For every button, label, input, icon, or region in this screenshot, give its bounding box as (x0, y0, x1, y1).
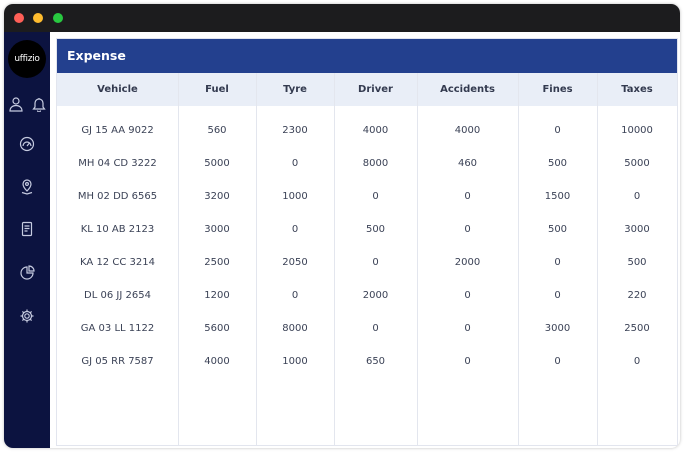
cell-fines: 0 (554, 356, 561, 367)
gauge-icon[interactable] (19, 136, 35, 152)
cell-vehicle: KA 12 CC 3214 (80, 257, 155, 268)
cell-vehicle: KL 10 AB 2123 (80, 224, 155, 235)
cell-vehicle: MH 04 CD 3222 (78, 158, 157, 169)
cell-vehicle: GJ 15 AA 9022 (81, 125, 154, 136)
cell-fines: 500 (547, 158, 568, 169)
column-divider (334, 73, 335, 445)
cell-driver: 0 (372, 257, 379, 268)
cell-driver: 0 (372, 323, 379, 334)
column-header-taxes[interactable]: Taxes (621, 84, 653, 95)
title-bar (4, 4, 680, 32)
cell-accidents: 0 (464, 191, 471, 202)
column-header-driver[interactable]: Driver (358, 84, 393, 95)
cell-fines: 0 (554, 257, 561, 268)
minimize-window-button[interactable] (33, 13, 43, 23)
cell-fuel: 1200 (204, 290, 230, 301)
cell-taxes: 0 (633, 191, 641, 202)
column-divider (178, 73, 179, 445)
cell-driver: 0 (372, 191, 379, 202)
cell-vehicle: MH 02 DD 6565 (77, 191, 158, 202)
column-header-accidents[interactable]: Accidents (440, 84, 495, 95)
column-header-fuel[interactable]: Fuel (205, 84, 229, 95)
cell-accidents: 0 (464, 290, 471, 301)
cell-fines: 0 (554, 290, 561, 301)
cell-driver: 4000 (362, 125, 389, 136)
cell-vehicle: DL 06 JJ 2654 (84, 290, 151, 301)
cell-fuel: 560 (207, 125, 227, 136)
cell-driver: 500 (365, 224, 386, 235)
cell-fuel: 4000 (204, 356, 230, 367)
cell-driver: 2000 (362, 290, 389, 301)
cell-tyre: 1000 (282, 356, 308, 367)
cell-fines: 3000 (544, 323, 571, 334)
cell-taxes: 220 (627, 290, 647, 301)
cell-taxes: 3000 (624, 224, 650, 235)
cell-driver: 650 (365, 356, 386, 367)
column-header-fines[interactable]: Fines (542, 84, 573, 95)
cell-fuel: 5600 (204, 323, 230, 334)
cell-fuel: 3000 (204, 224, 230, 235)
cell-fines: 0 (554, 125, 561, 136)
cell-fuel: 2500 (204, 257, 230, 268)
bell-icon[interactable] (31, 96, 47, 112)
document-icon[interactable] (19, 221, 35, 237)
cell-taxes: 5000 (624, 158, 650, 169)
app-window: uffizio (4, 4, 680, 448)
cell-vehicle: GJ 05 RR 7587 (81, 356, 154, 367)
cell-tyre: 2050 (282, 257, 308, 268)
cell-taxes: 2500 (624, 323, 650, 334)
column-header-tyre[interactable]: Tyre (283, 84, 307, 95)
cell-accidents: 4000 (454, 125, 481, 136)
cell-taxes: 500 (627, 257, 647, 268)
cell-vehicle: GA 03 LL 1122 (80, 323, 155, 334)
sidebar: uffizio (4, 32, 50, 448)
cell-fuel: 5000 (204, 158, 230, 169)
column-divider (518, 73, 519, 445)
user-icon[interactable] (8, 96, 24, 112)
cell-tyre: 0 (291, 158, 299, 169)
logo[interactable]: uffizio (8, 40, 46, 78)
gear-icon[interactable] (19, 308, 35, 324)
cell-accidents: 0 (464, 323, 471, 334)
cell-tyre: 0 (291, 290, 299, 301)
cell-taxes: 10000 (621, 125, 653, 136)
cell-accidents: 2000 (454, 257, 481, 268)
cell-tyre: 0 (291, 224, 299, 235)
cell-fuel: 3200 (204, 191, 230, 202)
location-pin-icon[interactable] (19, 179, 35, 195)
cell-fines: 500 (547, 224, 568, 235)
expense-panel: Expense Vehicle Fuel Tyre Driver Accidents Fi… (56, 38, 678, 446)
close-window-button[interactable] (14, 13, 24, 23)
column-divider (417, 73, 418, 445)
column-divider (256, 73, 257, 445)
cell-accidents: 460 (457, 158, 478, 169)
cell-fines: 1500 (544, 191, 571, 202)
cell-taxes: 0 (633, 356, 641, 367)
cell-tyre: 2300 (282, 125, 308, 136)
cell-tyre: 8000 (282, 323, 308, 334)
panel-title: Expense (57, 39, 677, 73)
cell-tyre: 1000 (282, 191, 308, 202)
cell-driver: 8000 (362, 158, 389, 169)
cell-accidents: 0 (464, 224, 471, 235)
table-header: Vehicle Fuel Tyre Driver Accidents Fines Taxes (57, 73, 677, 106)
pie-chart-icon[interactable] (19, 265, 35, 281)
zoom-window-button[interactable] (53, 13, 63, 23)
cell-accidents: 0 (464, 356, 471, 367)
column-header-vehicle[interactable]: Vehicle (97, 84, 138, 95)
column-divider (597, 73, 598, 445)
